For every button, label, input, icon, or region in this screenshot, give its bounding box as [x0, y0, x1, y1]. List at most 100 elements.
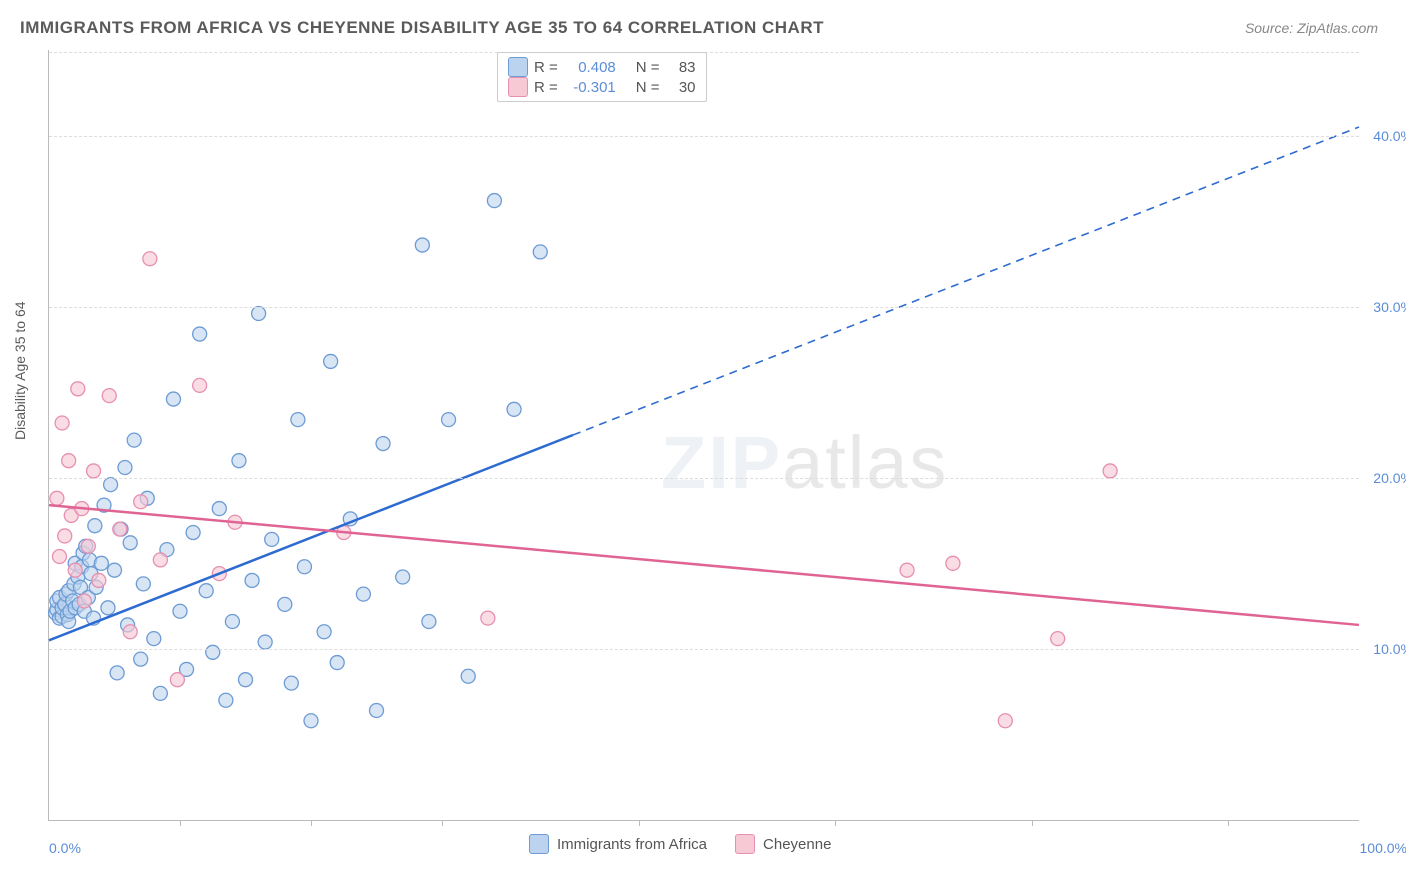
- legend-r-label: R =: [534, 79, 558, 96]
- legend-item-africa: Immigrants from Africa: [529, 834, 707, 854]
- legend-swatch-africa: [508, 57, 528, 77]
- data-point-africa: [507, 402, 521, 416]
- legend-swatch-cheyenne: [735, 834, 755, 854]
- data-point-cheyenne: [102, 389, 116, 403]
- data-point-africa: [173, 604, 187, 618]
- y-tick-label: 20.0%: [1373, 470, 1406, 486]
- data-point-africa: [123, 536, 137, 550]
- chart-plot-area: ZIPatlas 10.0%20.0%30.0%40.0%0.0%100.0%R…: [48, 50, 1359, 821]
- data-point-africa: [193, 327, 207, 341]
- data-point-cheyenne: [81, 539, 95, 553]
- data-point-africa: [110, 666, 124, 680]
- x-tick: [1228, 820, 1229, 826]
- data-point-africa: [415, 238, 429, 252]
- x-tick: [442, 820, 443, 826]
- data-point-cheyenne: [143, 252, 157, 266]
- data-point-cheyenne: [58, 529, 72, 543]
- data-point-africa: [108, 563, 122, 577]
- x-tick: [180, 820, 181, 826]
- data-point-africa: [304, 714, 318, 728]
- data-point-cheyenne: [134, 495, 148, 509]
- source-prefix: Source:: [1245, 20, 1297, 36]
- legend-r-value-cheyenne: -0.301: [564, 79, 616, 96]
- data-point-africa: [212, 502, 226, 516]
- data-point-cheyenne: [87, 464, 101, 478]
- data-point-africa: [153, 686, 167, 700]
- data-point-africa: [258, 635, 272, 649]
- y-tick-label: 10.0%: [1373, 641, 1406, 657]
- data-point-africa: [487, 194, 501, 208]
- data-point-cheyenne: [153, 553, 167, 567]
- data-point-cheyenne: [1103, 464, 1117, 478]
- trendline-ext-africa: [573, 127, 1359, 435]
- x-tick: [639, 820, 640, 826]
- data-point-africa: [324, 354, 338, 368]
- data-point-cheyenne: [1051, 632, 1065, 646]
- x-tick: [835, 820, 836, 826]
- legend-label-africa: Immigrants from Africa: [557, 836, 707, 853]
- data-point-cheyenne: [193, 378, 207, 392]
- data-point-cheyenne: [55, 416, 69, 430]
- chart-svg: [49, 50, 1359, 820]
- data-point-africa: [166, 392, 180, 406]
- data-point-cheyenne: [68, 563, 82, 577]
- legend-n-label: N =: [636, 59, 660, 76]
- data-point-africa: [101, 601, 115, 615]
- data-point-cheyenne: [62, 454, 76, 468]
- data-point-africa: [356, 587, 370, 601]
- gridline-h: [49, 136, 1359, 137]
- legend-swatch-cheyenne: [508, 77, 528, 97]
- legend-stats-row-cheyenne: R = -0.301 N = 30: [508, 77, 696, 97]
- legend-n-value-cheyenne: 30: [666, 79, 696, 96]
- y-axis-label: Disability Age 35 to 64: [12, 301, 28, 440]
- chart-title: IMMIGRANTS FROM AFRICA VS CHEYENNE DISAB…: [20, 18, 824, 38]
- source-attribution: Source: ZipAtlas.com: [1245, 20, 1378, 36]
- legend-swatch-africa: [529, 834, 549, 854]
- data-point-cheyenne: [113, 522, 127, 536]
- data-point-africa: [442, 413, 456, 427]
- data-point-africa: [330, 656, 344, 670]
- data-point-cheyenne: [170, 673, 184, 687]
- data-point-africa: [136, 577, 150, 591]
- legend-n-value-africa: 83: [666, 59, 696, 76]
- data-point-africa: [127, 433, 141, 447]
- legend-stats-row-africa: R =0.408N =83: [508, 57, 696, 77]
- data-point-cheyenne: [900, 563, 914, 577]
- legend-item-cheyenne: Cheyenne: [735, 834, 831, 854]
- data-point-africa: [147, 632, 161, 646]
- data-point-africa: [278, 597, 292, 611]
- data-point-africa: [291, 413, 305, 427]
- data-point-africa: [396, 570, 410, 584]
- gridline-h: [49, 307, 1359, 308]
- data-point-cheyenne: [52, 549, 66, 563]
- data-point-africa: [94, 556, 108, 570]
- data-point-cheyenne: [92, 573, 106, 587]
- data-point-africa: [199, 584, 213, 598]
- y-tick-label: 30.0%: [1373, 299, 1406, 315]
- data-point-africa: [186, 526, 200, 540]
- data-point-africa: [284, 676, 298, 690]
- data-point-cheyenne: [946, 556, 960, 570]
- trendline-cheyenne: [49, 505, 1359, 625]
- legend-r-value-africa: 0.408: [564, 59, 616, 76]
- data-point-cheyenne: [123, 625, 137, 639]
- data-point-africa: [422, 615, 436, 629]
- gridline-h: [49, 478, 1359, 479]
- data-point-africa: [219, 693, 233, 707]
- data-point-africa: [245, 573, 259, 587]
- data-point-africa: [134, 652, 148, 666]
- data-point-africa: [239, 673, 253, 687]
- x-axis-label: 0.0%: [49, 840, 81, 856]
- data-point-africa: [533, 245, 547, 259]
- x-tick: [1032, 820, 1033, 826]
- x-axis-label: 100.0%: [1360, 840, 1406, 856]
- data-point-africa: [232, 454, 246, 468]
- data-point-cheyenne: [71, 382, 85, 396]
- data-point-africa: [376, 437, 390, 451]
- legend-n-label: N =: [636, 79, 660, 96]
- data-point-africa: [104, 478, 118, 492]
- data-point-africa: [461, 669, 475, 683]
- x-tick: [311, 820, 312, 826]
- data-point-africa: [88, 519, 102, 533]
- data-point-africa: [118, 461, 132, 475]
